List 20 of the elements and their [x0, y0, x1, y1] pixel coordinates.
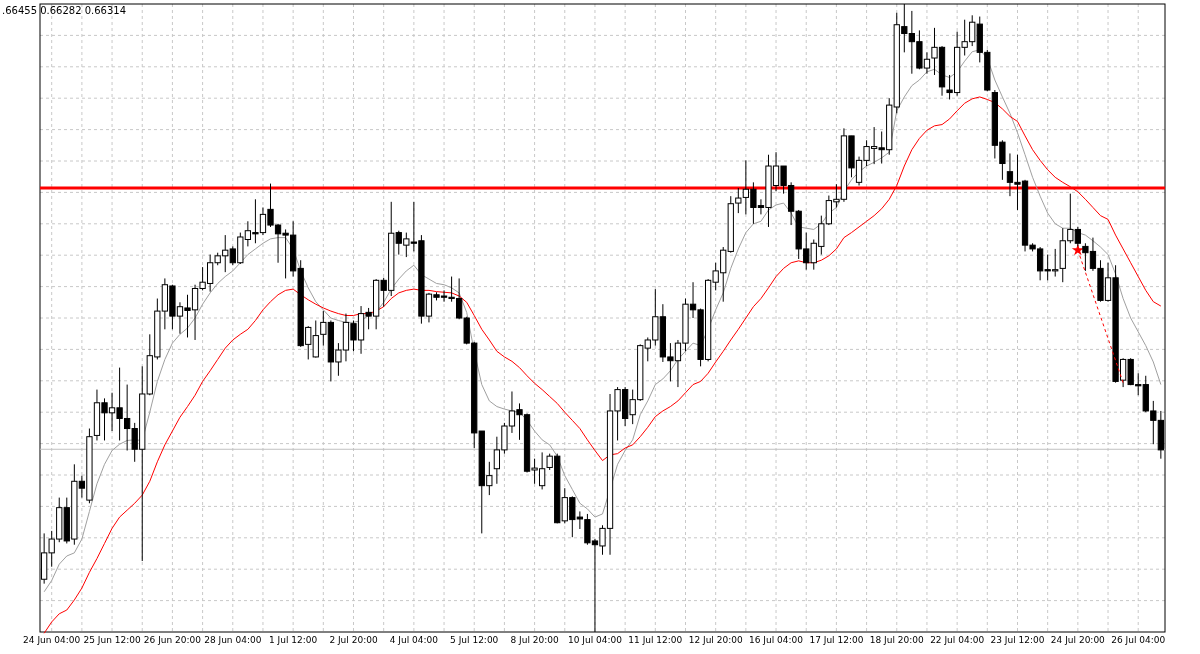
x-tick-label: 1 Jul 12:00	[269, 635, 318, 646]
x-tick-label: 8 Jul 20:00	[510, 635, 559, 646]
x-tick-label: 23 Jul 12:00	[990, 635, 1045, 646]
x-tick-label: 28 Jun 04:00	[204, 635, 262, 646]
annotation: .66455 0.66282 0.66314	[2, 5, 127, 16]
x-tick-label: 24 Jun 04:00	[23, 635, 81, 646]
x-tick-label: 24 Jul 20:00	[1050, 635, 1106, 646]
x-tick-label: 26 Jul 04:00	[1111, 635, 1166, 646]
x-tick-label: 16 Jul 04:00	[749, 635, 804, 646]
x-tick-label: 11 Jul 12:00	[628, 635, 683, 646]
x-tick-label: 2 Jul 20:00	[329, 635, 378, 646]
x-tick-label: 10 Jul 04:00	[567, 635, 623, 646]
x-tick-label: 17 Jul 12:00	[809, 635, 864, 646]
x-tick-label: 12 Jul 20:00	[688, 635, 743, 646]
x-tick-label: 4 Jul 04:00	[389, 635, 439, 646]
x-tick-label: 18 Jul 20:00	[869, 635, 925, 646]
x-tick-label: 5 Jul 12:00	[450, 635, 499, 646]
x-tick-label: 26 Jun 20:00	[143, 635, 202, 646]
x-tick-label: 22 Jul 04:00	[930, 635, 985, 646]
x-tick-label: 25 Jun 12:00	[83, 635, 141, 646]
